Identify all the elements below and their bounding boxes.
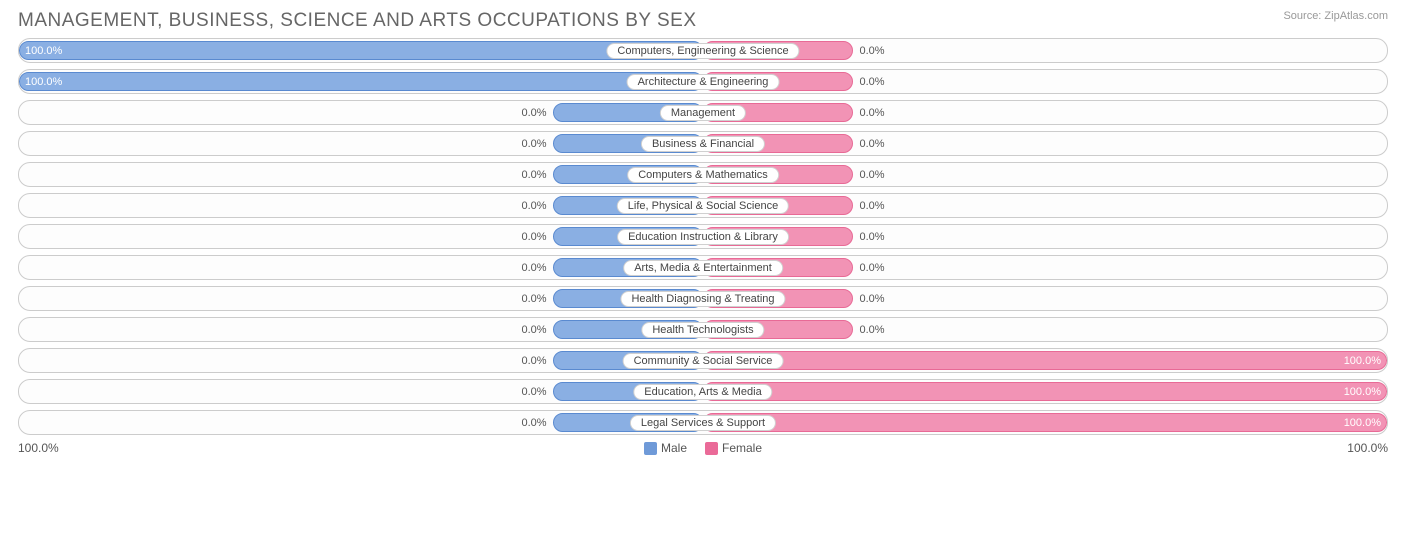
female-value: 0.0% (859, 200, 884, 212)
legend-female: Female (705, 441, 762, 455)
category-label: Life, Physical & Social Science (617, 198, 789, 214)
female-half: 0.0% (703, 318, 1387, 341)
female-half: 0.0% (703, 194, 1387, 217)
category-label: Business & Financial (641, 136, 765, 152)
female-half: 0.0% (703, 70, 1387, 93)
female-bar (703, 382, 1387, 401)
male-bar (19, 72, 703, 91)
legend-female-label: Female (722, 441, 762, 455)
male-value: 0.0% (521, 324, 546, 336)
legend: Male Female (644, 441, 762, 455)
chart-row: 100.0% 0.0% Architecture & Engineering (18, 69, 1388, 94)
male-value: 0.0% (521, 107, 546, 119)
chart-row: 100.0% 0.0% Computers, Engineering & Scien… (18, 38, 1388, 63)
category-label: Architecture & Engineering (627, 74, 780, 90)
female-half: 0.0% (703, 287, 1387, 310)
male-bar (19, 41, 703, 60)
source-label: Source: ZipAtlas.com (1283, 10, 1388, 22)
chart-row: 0.0% 0.0% Life, Physical & Social Science (18, 193, 1388, 218)
male-value: 100.0% (25, 76, 62, 88)
chart-footer: 100.0% Male Female 100.0% (18, 441, 1388, 455)
male-half: 0.0% (19, 380, 703, 403)
male-value: 0.0% (521, 355, 546, 367)
chart-row: 0.0% 0.0% Education Instruction & Library (18, 224, 1388, 249)
male-value: 0.0% (521, 200, 546, 212)
chart-row: 0.0% 0.0% Computers & Mathematics (18, 162, 1388, 187)
male-value: 0.0% (521, 262, 546, 274)
chart-row: 0.0% 0.0% Management (18, 100, 1388, 125)
female-half: 100.0% (703, 349, 1387, 372)
male-value: 0.0% (521, 169, 546, 181)
male-half: 0.0% (19, 163, 703, 186)
male-value: 100.0% (25, 45, 62, 57)
female-value: 100.0% (1344, 417, 1381, 429)
female-half: 0.0% (703, 101, 1387, 124)
male-value: 0.0% (521, 138, 546, 150)
female-half: 100.0% (703, 380, 1387, 403)
female-value: 0.0% (859, 231, 884, 243)
female-value: 0.0% (859, 293, 884, 305)
chart-row: 0.0% 0.0% Arts, Media & Entertainment (18, 255, 1388, 280)
male-half: 0.0% (19, 287, 703, 310)
female-value: 0.0% (859, 76, 884, 88)
chart-row: 0.0% 100.0% Legal Services & Support (18, 410, 1388, 435)
category-label: Community & Social Service (623, 353, 784, 369)
chart-row: 0.0% 0.0% Health Technologists (18, 317, 1388, 342)
female-value: 0.0% (859, 45, 884, 57)
category-label: Education Instruction & Library (617, 229, 789, 245)
male-value: 0.0% (521, 293, 546, 305)
chart-row: 0.0% 0.0% Business & Financial (18, 131, 1388, 156)
female-value: 100.0% (1344, 355, 1381, 367)
category-label: Health Diagnosing & Treating (620, 291, 785, 307)
male-half: 0.0% (19, 132, 703, 155)
category-label: Computers & Mathematics (627, 167, 779, 183)
male-half: 0.0% (19, 194, 703, 217)
category-label: Legal Services & Support (630, 415, 776, 431)
male-value: 0.0% (521, 231, 546, 243)
female-half: 0.0% (703, 225, 1387, 248)
female-half: 0.0% (703, 256, 1387, 279)
male-half: 0.0% (19, 256, 703, 279)
male-half: 0.0% (19, 318, 703, 341)
category-label: Health Technologists (641, 322, 764, 338)
female-half: 0.0% (703, 132, 1387, 155)
female-swatch (705, 442, 718, 455)
female-half: 100.0% (703, 411, 1387, 434)
female-value: 100.0% (1344, 386, 1381, 398)
category-label: Computers, Engineering & Science (606, 43, 799, 59)
axis-right-label: 100.0% (1347, 441, 1388, 455)
axis-left-label: 100.0% (18, 441, 59, 455)
chart-header: MANAGEMENT, BUSINESS, SCIENCE AND ARTS O… (18, 10, 1388, 32)
male-value: 0.0% (521, 417, 546, 429)
male-half: 0.0% (19, 225, 703, 248)
category-label: Arts, Media & Entertainment (623, 260, 783, 276)
chart-title: MANAGEMENT, BUSINESS, SCIENCE AND ARTS O… (18, 10, 697, 32)
male-half: 100.0% (19, 39, 703, 62)
female-bar (703, 413, 1387, 432)
male-half: 0.0% (19, 411, 703, 434)
female-half: 0.0% (703, 39, 1387, 62)
category-label: Management (660, 105, 746, 121)
male-half: 100.0% (19, 70, 703, 93)
male-value: 0.0% (521, 386, 546, 398)
male-half: 0.0% (19, 349, 703, 372)
legend-male: Male (644, 441, 687, 455)
chart-row: 0.0% 100.0% Community & Social Service (18, 348, 1388, 373)
female-value: 0.0% (859, 324, 884, 336)
chart-row: 0.0% 0.0% Health Diagnosing & Treating (18, 286, 1388, 311)
male-half: 0.0% (19, 101, 703, 124)
female-half: 0.0% (703, 163, 1387, 186)
female-value: 0.0% (859, 107, 884, 119)
legend-male-label: Male (661, 441, 687, 455)
female-value: 0.0% (859, 138, 884, 150)
chart-rows: 100.0% 0.0% Computers, Engineering & Scien… (18, 38, 1388, 435)
female-bar (703, 351, 1387, 370)
female-value: 0.0% (859, 262, 884, 274)
chart-row: 0.0% 100.0% Education, Arts & Media (18, 379, 1388, 404)
male-swatch (644, 442, 657, 455)
female-value: 0.0% (859, 169, 884, 181)
category-label: Education, Arts & Media (633, 384, 772, 400)
